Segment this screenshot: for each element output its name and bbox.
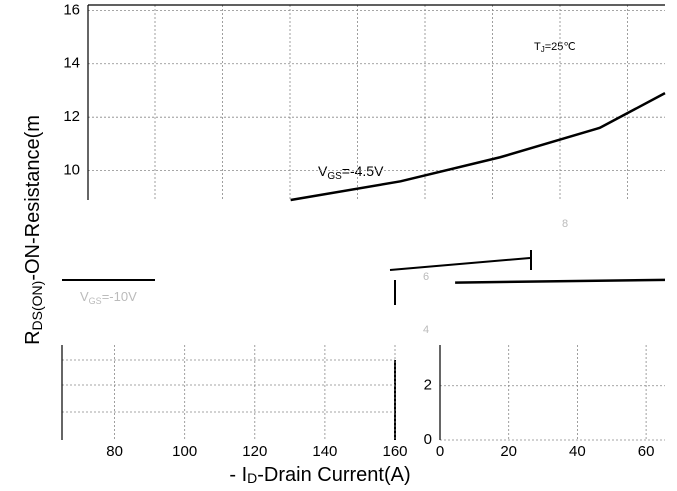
data-line (290, 92, 666, 202)
x-tick-label: 0 (436, 443, 444, 460)
x-label-rest: -Drain Current(A) (257, 464, 410, 486)
glitch-stroke (389, 257, 531, 271)
faded-label: 4 (423, 324, 429, 336)
curve-label: VGS=-4.5V (318, 163, 384, 182)
x-tick-label: 80 (106, 443, 123, 460)
y-tick-label: 14 (63, 55, 80, 72)
x-tick-label: 100 (172, 443, 197, 460)
y-label-sub: DS(ON) (29, 281, 45, 331)
y-tick-label: 2 (424, 377, 432, 394)
x-tick-label: 160 (382, 443, 407, 460)
x-tick-label: 120 (242, 443, 267, 460)
data-line (455, 278, 666, 284)
x-tick-label: 60 (638, 443, 655, 460)
y-label-rest: -ON-Resistance(m (22, 115, 44, 281)
x-label-sub: D (247, 470, 257, 486)
x-tick-label: 40 (569, 443, 586, 460)
temp-annotation: TJ=25℃ (534, 41, 576, 54)
faded-label: 8 (562, 218, 568, 230)
x-label-pre: - I (229, 464, 247, 486)
y-tick-label: 16 (63, 1, 80, 18)
annotation-main: T (534, 41, 541, 53)
curve-label-rest: =-10V (102, 289, 137, 304)
x-axis-label: - ID-Drain Current(A) (229, 464, 410, 486)
y-tick-label: 12 (63, 108, 80, 125)
curve-label-main: V (80, 289, 89, 304)
curve-label-rest: =-4.5V (342, 163, 384, 179)
x-tick-label: 20 (500, 443, 517, 460)
y-label-main: R (22, 330, 44, 344)
x-tick-label: 140 (312, 443, 337, 460)
y-tick-label: 10 (63, 162, 80, 179)
faded-label: 6 (423, 271, 429, 283)
annotation-sub: J (541, 45, 545, 54)
curve-label-sub: GS (89, 296, 102, 306)
curve-label: VGS=-10V (80, 289, 137, 306)
y-tick-label: 0 (424, 431, 432, 448)
y-axis-label: RDS(ON)-ON-Resistance(m (22, 115, 44, 345)
curve-label-main: V (318, 163, 328, 179)
curve-label-sub: GS (327, 171, 342, 182)
